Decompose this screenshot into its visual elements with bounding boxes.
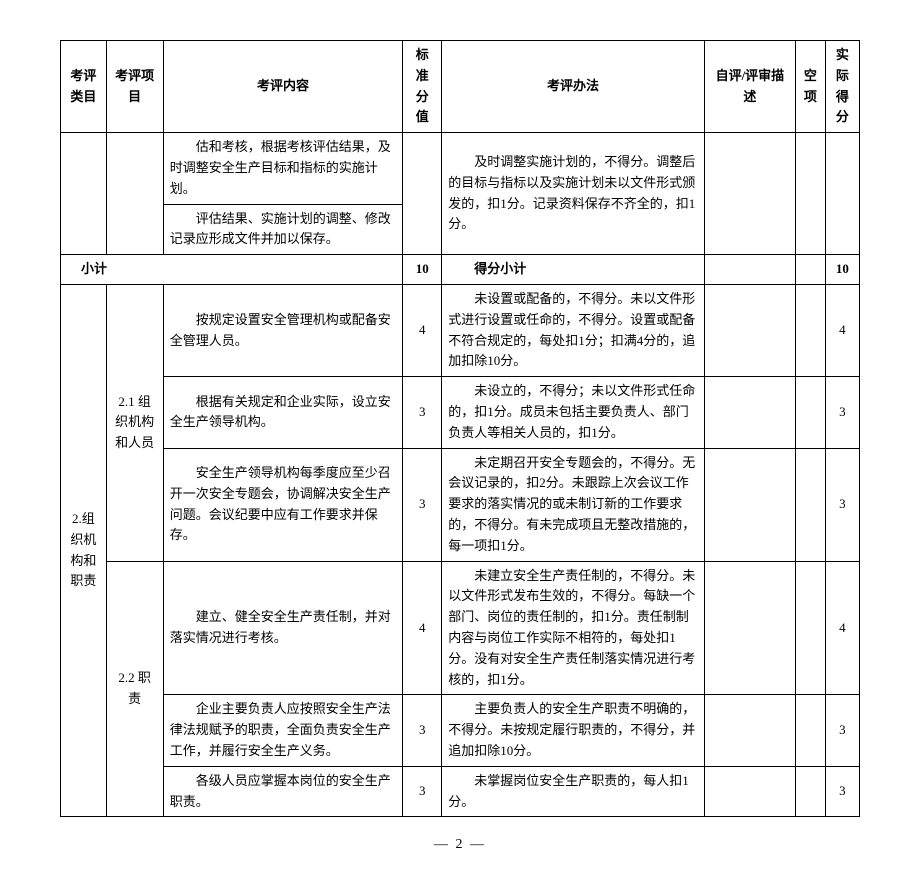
cell-actual: 3 (825, 695, 859, 766)
subtotal-label: 小计 (61, 255, 403, 285)
cell-content: 各级人员应掌握本岗位的安全生产职责。 (163, 766, 403, 817)
cell-empty (796, 284, 826, 376)
cell-content: 安全生产领导机构每季度应至少召开一次安全专题会，协调解决安全生产问题。会议纪要中… (163, 448, 403, 561)
cell-content: 建立、健全安全生产责任制，并对落实情况进行考核。 (163, 561, 403, 695)
cell-content: 企业主要负责人应按照安全生产法律法规赋予的职责，全面负责安全生产工作，并履行安全… (163, 695, 403, 766)
cell-selfdesc (704, 284, 795, 376)
cell-selfdesc (704, 255, 795, 285)
cell-project: 2.1 组织机构和人员 (106, 284, 163, 561)
cell-category (61, 133, 107, 255)
cell-score: 3 (403, 695, 442, 766)
col-empty: 空项 (796, 41, 826, 133)
cell-selfdesc (704, 766, 795, 817)
page-number: — 2 — (60, 837, 860, 853)
cell-actual: 3 (825, 448, 859, 561)
col-content: 考评内容 (163, 41, 403, 133)
cell-method: 未设立的，不得分；未以文件形式任命的，扣1分。成员未包括主要负责人、部门负责人等… (442, 377, 705, 448)
cell-empty (796, 255, 826, 285)
table-row: 2.2 职责 建立、健全安全生产责任制，并对落实情况进行考核。 4 未建立安全生… (61, 561, 860, 695)
subtotal-score: 10 (403, 255, 442, 285)
table-row: 2.组织机构和职责 2.1 组织机构和人员 按规定设置安全管理机构或配备安全管理… (61, 284, 860, 376)
cell-content: 根据有关规定和企业实际，设立安全生产领导机构。 (163, 377, 403, 448)
table-row: 企业主要负责人应按照安全生产法律法规赋予的职责，全面负责安全生产工作，并履行安全… (61, 695, 860, 766)
cell-empty (796, 561, 826, 695)
col-actual: 实际得分 (825, 41, 859, 133)
cell-selfdesc (704, 695, 795, 766)
cell-content: 评估结果、实施计划的调整、修改记录应形成文件并加以保存。 (163, 204, 403, 255)
cell-score: 4 (403, 561, 442, 695)
cell-selfdesc (704, 377, 795, 448)
cell-score (403, 133, 442, 255)
cell-content: 按规定设置安全管理机构或配备安全管理人员。 (163, 284, 403, 376)
cell-empty (796, 377, 826, 448)
cell-category: 2.组织机构和职责 (61, 284, 107, 816)
cell-selfdesc (704, 448, 795, 561)
cell-method: 未建立安全生产责任制的，不得分。未以文件形式发布生效的，不得分。每缺一个部门、岗… (442, 561, 705, 695)
cell-selfdesc (704, 133, 795, 255)
cell-score: 3 (403, 377, 442, 448)
cell-method: 未定期召开安全专题会的，不得分。无会议记录的，扣2分。未跟踪上次会议工作要求的落… (442, 448, 705, 561)
cell-actual: 4 (825, 561, 859, 695)
cell-project (106, 133, 163, 255)
assessment-table: 考评类目 考评项目 考评内容 标准分值 考评办法 自评/评审描述 空项 实际得分… (60, 40, 860, 817)
cell-actual (825, 133, 859, 255)
cell-project: 2.2 职责 (106, 561, 163, 817)
cell-score: 3 (403, 448, 442, 561)
subtotal-row: 小计 10 得分小计 10 (61, 255, 860, 285)
cell-empty (796, 766, 826, 817)
cell-actual: 4 (825, 284, 859, 376)
col-category: 考评类目 (61, 41, 107, 133)
table-row: 根据有关规定和企业实际，设立安全生产领导机构。 3 未设立的，不得分；未以文件形… (61, 377, 860, 448)
table-row: 估和考核，根据考核评估结果，及时调整安全生产目标和指标的实施计划。 及时调整实施… (61, 133, 860, 204)
cell-method: 未设置或配备的，不得分。未以文件形式进行设置或任命的，不得分。设置或配备不符合规… (442, 284, 705, 376)
cell-method: 未掌握岗位安全生产职责的，每人扣1分。 (442, 766, 705, 817)
col-selfdesc: 自评/评审描述 (704, 41, 795, 133)
col-method: 考评办法 (442, 41, 705, 133)
subtotal-method: 得分小计 (442, 255, 705, 285)
cell-empty (796, 448, 826, 561)
cell-method: 及时调整实施计划的，不得分。调整后的目标与指标以及实施计划未以文件形式颁发的，扣… (442, 133, 705, 255)
col-project: 考评项目 (106, 41, 163, 133)
table-row: 安全生产领导机构每季度应至少召开一次安全专题会，协调解决安全生产问题。会议纪要中… (61, 448, 860, 561)
cell-actual: 3 (825, 766, 859, 817)
subtotal-actual: 10 (825, 255, 859, 285)
cell-empty (796, 695, 826, 766)
cell-method: 主要负责人的安全生产职责不明确的，不得分。未按规定履行职责的，不得分，并追加扣除… (442, 695, 705, 766)
cell-score: 3 (403, 766, 442, 817)
cell-content: 估和考核，根据考核评估结果，及时调整安全生产目标和指标的实施计划。 (163, 133, 403, 204)
cell-selfdesc (704, 561, 795, 695)
col-stdscore: 标准分值 (403, 41, 442, 133)
cell-score: 4 (403, 284, 442, 376)
header-row: 考评类目 考评项目 考评内容 标准分值 考评办法 自评/评审描述 空项 实际得分 (61, 41, 860, 133)
table-row: 各级人员应掌握本岗位的安全生产职责。 3 未掌握岗位安全生产职责的，每人扣1分。… (61, 766, 860, 817)
cell-actual: 3 (825, 377, 859, 448)
cell-empty (796, 133, 826, 255)
